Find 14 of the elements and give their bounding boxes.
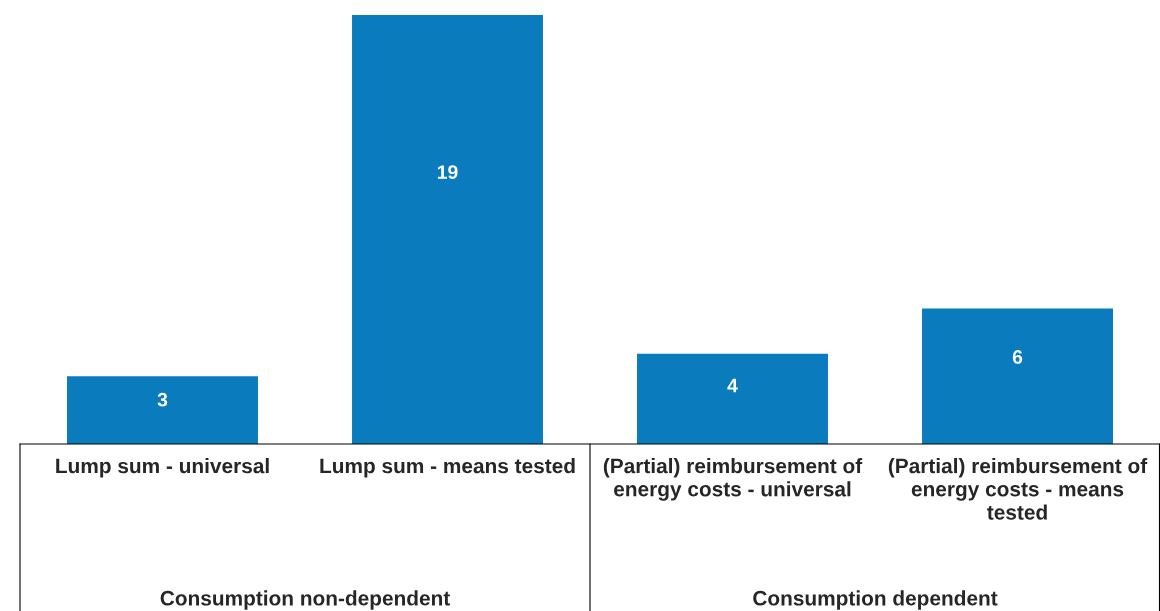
x-tick-label: Lump sum - universal (56, 458, 269, 478)
x-tick-label: (Partial) reimbursement of energy costs - universal (603, 458, 863, 501)
bar (637, 353, 828, 444)
data-label: 6 (1012, 350, 1023, 364)
data-label: 19 (437, 165, 458, 179)
text: Consumption non-dependent (160, 590, 450, 610)
data-label: 4 (727, 378, 738, 393)
bar (922, 308, 1113, 444)
bar (352, 15, 543, 444)
x-tick-label: (Partial) reimbursement of energy costs - means tested (888, 458, 1148, 520)
text: Consumption dependent (753, 590, 998, 610)
x-tick-label: Lump sum - means tested (320, 458, 575, 478)
data-label: 3 (157, 392, 168, 407)
bar (67, 376, 258, 444)
